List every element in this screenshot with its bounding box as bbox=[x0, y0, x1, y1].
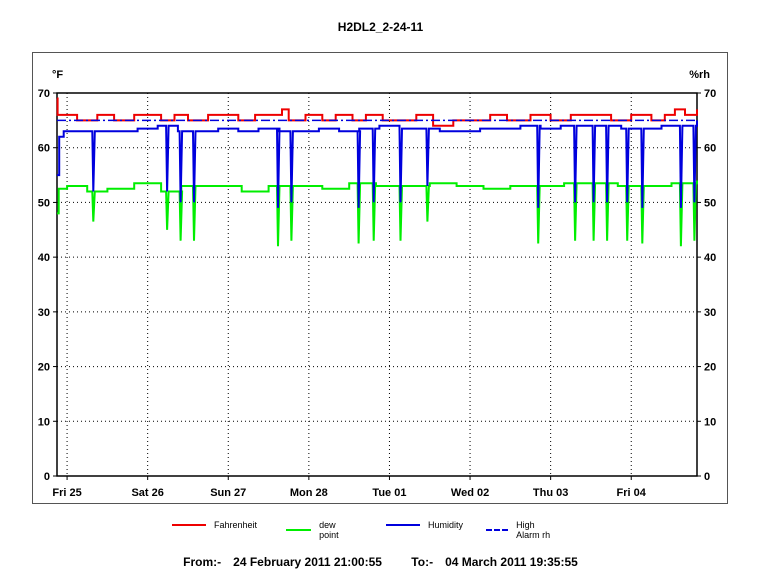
legend-item-fahrenheit: Fahrenheit bbox=[172, 520, 257, 530]
x-tick-label: Thu 03 bbox=[533, 487, 568, 499]
y-tick-label-left: 70 bbox=[38, 88, 50, 100]
right-axis-unit: %rh bbox=[689, 69, 710, 81]
legend-label-high-alarm-rh: High Alarm rh bbox=[516, 520, 551, 540]
date-range-footer: From:- 24 February 2011 21:00:55 To:- 04 M… bbox=[0, 555, 761, 569]
y-tick-label-left: 50 bbox=[38, 197, 50, 209]
x-tick-label: Sun 27 bbox=[210, 487, 246, 499]
legend-swatch-dew-point bbox=[286, 529, 312, 531]
y-tick-label-left: 10 bbox=[38, 416, 50, 428]
y-tick-label-right: 30 bbox=[704, 307, 716, 319]
legend-item-humidity: Humidity bbox=[386, 520, 463, 530]
y-tick-label-right: 40 bbox=[704, 252, 716, 264]
y-tick-label-right: 60 bbox=[704, 143, 716, 155]
to-label: To:- bbox=[411, 555, 434, 569]
y-tick-label-left: 60 bbox=[38, 143, 50, 155]
from-label: From:- bbox=[183, 555, 222, 569]
y-tick-label-left: 30 bbox=[38, 307, 50, 319]
y-tick-label-left: 40 bbox=[38, 252, 50, 264]
to-value: 04 March 2011 19:35:55 bbox=[445, 555, 578, 569]
x-tick-label: Wed 02 bbox=[451, 487, 489, 499]
x-tick-label: Sat 26 bbox=[131, 487, 163, 499]
x-tick-label: Tue 01 bbox=[372, 487, 406, 499]
y-tick-label-right: 20 bbox=[704, 362, 716, 374]
chart-title: H2DL2_2-24-11 bbox=[337, 20, 424, 34]
legend-label-fahrenheit: Fahrenheit bbox=[214, 520, 258, 530]
plot-area-border bbox=[56, 92, 698, 477]
legend-label-humidity: Humidity bbox=[428, 520, 464, 530]
y-tick-label-left: 20 bbox=[38, 362, 50, 374]
y-tick-label-left: 0 bbox=[44, 471, 50, 483]
x-tick-label: Fri 04 bbox=[617, 487, 647, 499]
chart-frame bbox=[32, 52, 728, 504]
x-tick-label: Mon 28 bbox=[290, 487, 328, 499]
y-tick-label-right: 50 bbox=[704, 197, 716, 209]
legend-label-dew-point: dew point bbox=[319, 520, 339, 540]
legend-swatch-fahrenheit bbox=[172, 524, 206, 526]
series-line-dew-point bbox=[57, 180, 698, 247]
legend-item-dew-point: dew point bbox=[286, 520, 348, 540]
legend-swatch-high-alarm-rh bbox=[486, 529, 509, 531]
left-axis-unit: °F bbox=[52, 69, 63, 81]
series-line-humidity bbox=[57, 120, 698, 208]
y-tick-label-right: 10 bbox=[704, 416, 716, 428]
legend-swatch-humidity bbox=[386, 524, 420, 526]
series-line-fahrenheit bbox=[56, 97, 698, 127]
x-tick-label: Fri 25 bbox=[52, 487, 81, 499]
legend-item-high-alarm-rh: High Alarm rh bbox=[486, 520, 552, 540]
y-tick-label-right: 0 bbox=[704, 471, 710, 483]
y-tick-label-right: 70 bbox=[704, 88, 716, 100]
from-value: 24 February 2011 21:00:55 bbox=[233, 555, 382, 569]
